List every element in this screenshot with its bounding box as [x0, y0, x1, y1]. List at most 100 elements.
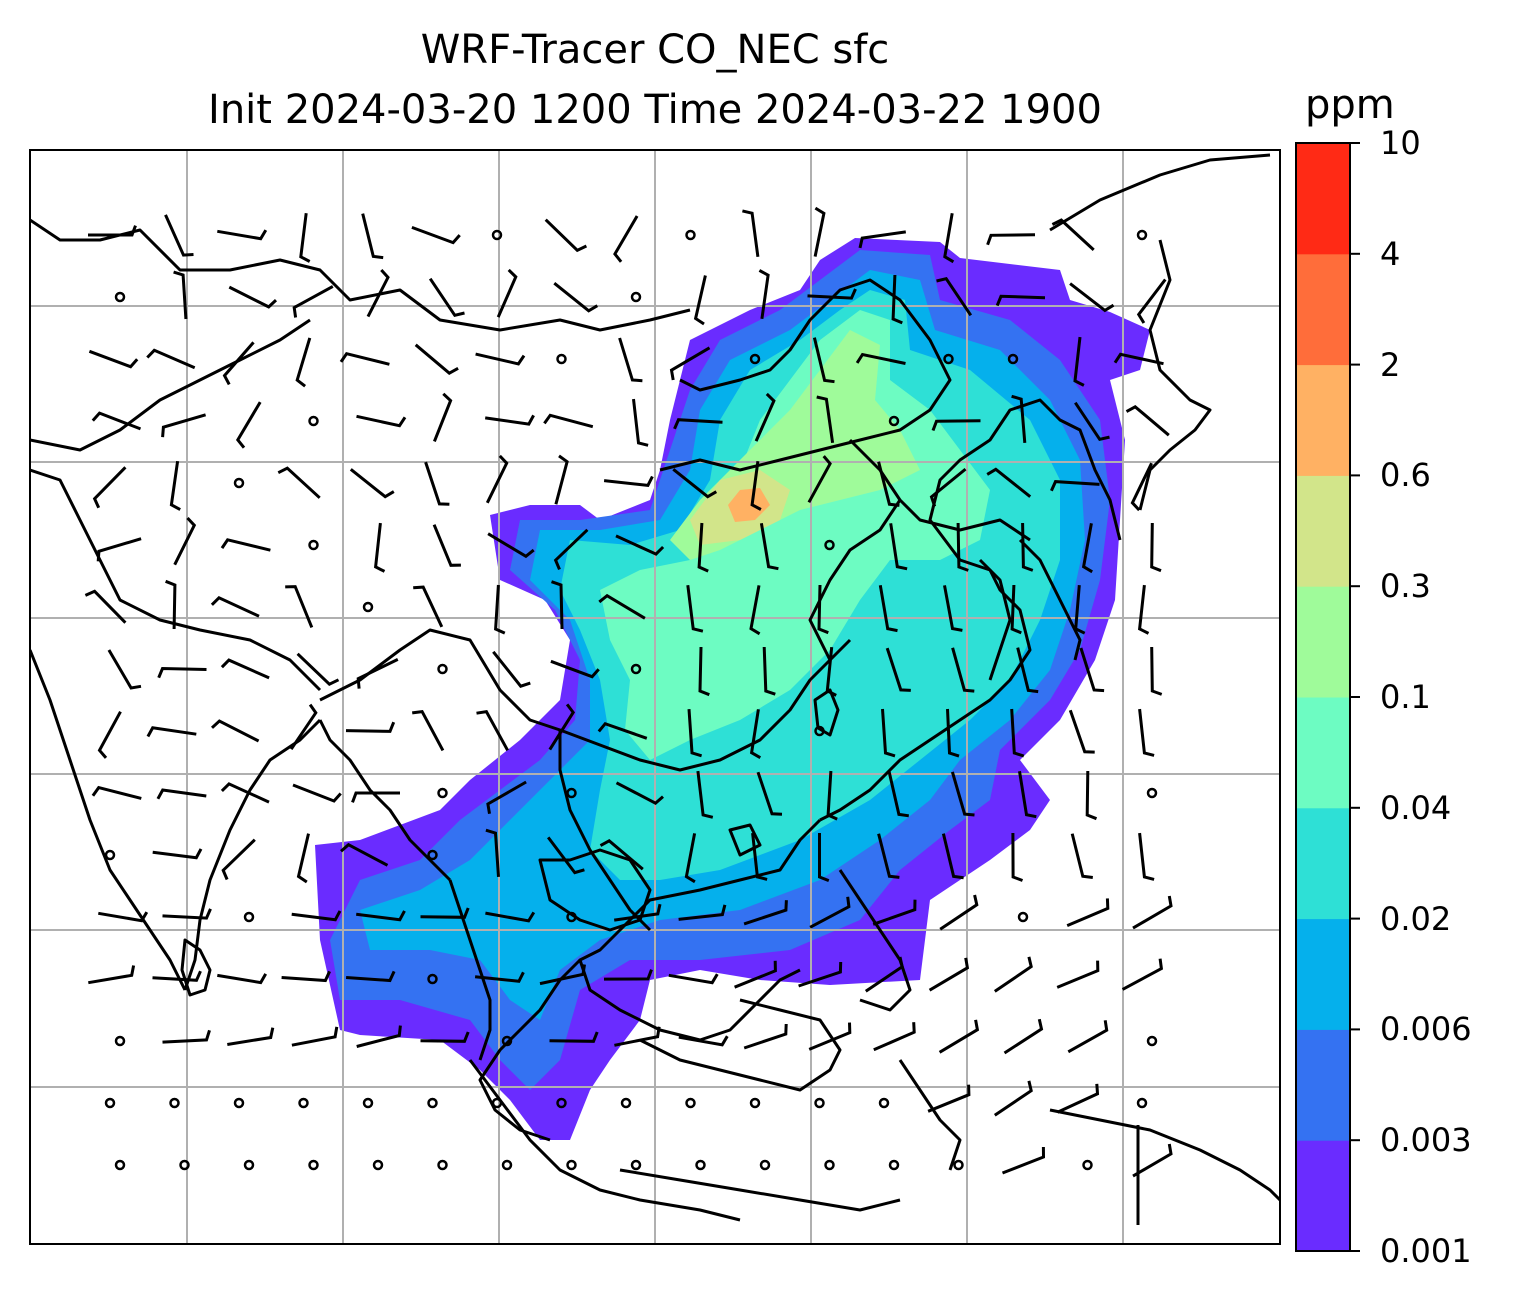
- calm-wind-circle: [104, 849, 116, 861]
- wind-barb: [1150, 522, 1162, 573]
- calm-wind-circle: [233, 1097, 245, 1109]
- colorbar-tick-label-6: 0.3: [1380, 567, 1431, 606]
- border-central-asia: [30, 468, 322, 692]
- wind-barb: [544, 218, 588, 253]
- wind-barb: [484, 414, 535, 426]
- wind-barb: [931, 419, 981, 432]
- wind-barb: [1074, 401, 1110, 441]
- coastline-hainan: [728, 823, 762, 857]
- coastline-korea-west: [978, 558, 1012, 681]
- coastline-sulawesi: [898, 1059, 962, 1171]
- wind-barb: [1010, 584, 1022, 635]
- wind-barb: [615, 534, 665, 556]
- wind-barb: [217, 973, 268, 985]
- wind-barb: [485, 828, 500, 878]
- wind-barb: [809, 896, 851, 929]
- calm-wind-circle: [427, 973, 438, 985]
- border-inner-mongolia-curve: [808, 499, 902, 661]
- wind-barb: [743, 1023, 788, 1050]
- wind-barb: [597, 721, 648, 740]
- wind-barb: [749, 585, 761, 636]
- wind-barb: [289, 703, 318, 751]
- coastline-sri-lanka: [180, 938, 212, 997]
- wind-barb: [228, 285, 278, 309]
- calm-wind-circle: [243, 1159, 255, 1171]
- wind-barb: [928, 957, 970, 992]
- colorbar-bin-4: [1296, 697, 1350, 809]
- calm-wind-circle: [888, 1159, 900, 1171]
- wind-barb: [1021, 522, 1034, 572]
- calm-wind-circle: [1007, 353, 1019, 365]
- calm-wind-circle: [620, 1097, 632, 1109]
- wind-barb: [548, 703, 576, 751]
- wind-barb: [88, 225, 137, 237]
- wind-barb: [603, 475, 654, 488]
- wind-barb: [678, 1035, 729, 1047]
- calm-wind-circle: [491, 229, 503, 241]
- wind-barb: [756, 771, 783, 816]
- wind-barb: [339, 351, 390, 366]
- wind-barb: [485, 454, 509, 504]
- wind-barb: [1067, 1020, 1109, 1054]
- wind-barb: [943, 213, 955, 264]
- calm-wind-circle: [308, 539, 319, 551]
- wind-barb: [487, 532, 535, 559]
- calm-wind-circle: [362, 1097, 374, 1109]
- colorbar-bin-8: [1296, 253, 1350, 366]
- wind-barb: [549, 1031, 599, 1043]
- calm-wind-circle: [437, 1159, 448, 1171]
- wind-barb: [1081, 523, 1093, 574]
- wind-barb: [1130, 462, 1153, 512]
- wind-barb: [476, 710, 509, 752]
- wind-barb: [173, 516, 197, 566]
- wind-barb: [291, 910, 342, 922]
- wind-barb: [812, 337, 835, 384]
- wind-barb: [1068, 709, 1095, 754]
- wind-barb: [351, 791, 400, 803]
- wind-barb: [943, 585, 963, 632]
- calm-wind-circle: [1146, 1035, 1158, 1047]
- wind-barb: [826, 770, 838, 821]
- wind-barb: [146, 348, 196, 370]
- wind-barb: [554, 454, 569, 505]
- wind-barb: [758, 269, 770, 320]
- calm-wind-circle: [1136, 1097, 1148, 1109]
- wind-barb: [299, 213, 311, 263]
- calm-wind-circle: [566, 787, 577, 799]
- wind-barb: [946, 708, 960, 758]
- wind-barb: [881, 708, 896, 758]
- wind-barb: [210, 719, 260, 743]
- calm-wind-circle: [759, 1159, 771, 1171]
- wind-barb: [356, 1025, 402, 1048]
- map-title-line-2: Init 2024-03-20 1200 Time 2024-03-22 190…: [208, 87, 1102, 133]
- wind-barb: [92, 466, 127, 509]
- coastline-sumatra: [468, 1059, 741, 1222]
- wind-barb: [668, 973, 719, 985]
- field-level-7: [728, 488, 770, 522]
- wind-barb: [413, 585, 444, 628]
- wind-barb: [1051, 218, 1095, 252]
- colorbar-bin-6: [1296, 475, 1350, 587]
- wind-barb: [553, 282, 599, 313]
- wind-barb: [678, 904, 727, 921]
- wind-barb: [825, 646, 837, 697]
- wind-barb: [356, 910, 406, 922]
- wind-barb: [1056, 1083, 1100, 1114]
- wind-barb: [1085, 770, 1098, 821]
- wind-barb: [1138, 708, 1155, 757]
- calm-wind-circle: [104, 1097, 116, 1109]
- wind-barb: [749, 709, 762, 760]
- wind-barb: [277, 466, 321, 499]
- wind-barb: [162, 1029, 211, 1044]
- calm-wind-circle: [233, 477, 245, 489]
- coastline-bay-of-bengal: [318, 719, 452, 882]
- calm-wind-circle: [169, 1097, 180, 1109]
- wind-barb: [88, 965, 136, 985]
- wind-barb: [684, 833, 697, 884]
- wind-barb: [1074, 584, 1086, 635]
- wind-barb: [1011, 832, 1024, 882]
- wind-barbs: [84, 206, 1173, 1178]
- wind-barb: [366, 268, 390, 318]
- calm-wind-circle: [556, 1097, 567, 1109]
